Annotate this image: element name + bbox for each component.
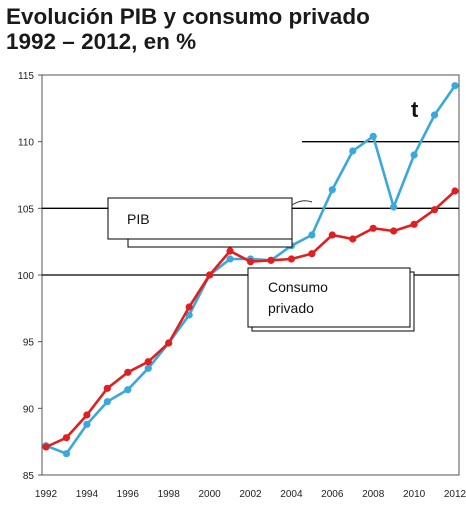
title-line-2: 1992 – 2012, en % bbox=[6, 29, 197, 54]
data-point-pib bbox=[451, 82, 459, 90]
data-point-consumo bbox=[328, 231, 336, 239]
x-tick-label: 2006 bbox=[321, 489, 344, 500]
data-point-consumo bbox=[62, 434, 71, 442]
data-point-consumo bbox=[42, 443, 50, 451]
data-point-pib bbox=[430, 111, 439, 119]
y-tick-label: 95 bbox=[23, 338, 35, 349]
y-axis-ticks: 85 90 95 100 105 110 115 bbox=[17, 71, 42, 482]
data-point-pib bbox=[62, 450, 71, 458]
data-point-consumo bbox=[124, 368, 132, 376]
x-tick-label: 2002 bbox=[239, 489, 262, 500]
data-point-pib bbox=[390, 203, 398, 211]
y-tick-label: 85 bbox=[23, 471, 35, 482]
x-tick-label: 2012 bbox=[444, 489, 466, 500]
data-point-pib bbox=[103, 398, 111, 406]
data-point-consumo bbox=[390, 227, 398, 235]
data-point-pib bbox=[124, 386, 132, 394]
data-point-consumo bbox=[206, 271, 214, 279]
data-point-pib bbox=[308, 231, 316, 239]
x-tick-label: 1998 bbox=[158, 489, 181, 500]
data-point-consumo bbox=[165, 339, 173, 347]
data-point-pib bbox=[144, 364, 152, 372]
data-point-consumo bbox=[185, 303, 193, 311]
data-point-consumo bbox=[410, 220, 418, 228]
data-point-consumo bbox=[430, 206, 439, 214]
x-tick-label: 1992 bbox=[35, 489, 58, 500]
y-tick-label: 105 bbox=[17, 204, 34, 215]
data-point-pib bbox=[83, 420, 91, 428]
data-point-consumo bbox=[103, 384, 111, 392]
y-tick-label: 90 bbox=[23, 404, 35, 415]
chart-title: Evolución PIB y consumo privado 1992 – 2… bbox=[6, 4, 462, 54]
consumo-label-line-2: privado bbox=[268, 300, 314, 316]
data-point-pib bbox=[369, 132, 377, 140]
x-axis-ticks: 1992 1994 1996 1998 2000 2002 2004 2006 2008 2010… bbox=[35, 489, 466, 500]
data-point-consumo bbox=[83, 411, 91, 419]
data-point-pib bbox=[328, 186, 336, 194]
y-tick-label: 100 bbox=[17, 271, 34, 282]
data-point-consumo bbox=[144, 358, 152, 366]
x-tick-label: 2008 bbox=[362, 489, 385, 500]
data-point-consumo bbox=[246, 258, 255, 266]
x-tick-label: 2010 bbox=[403, 489, 426, 500]
data-point-consumo bbox=[226, 247, 234, 255]
data-point-pib bbox=[226, 255, 234, 263]
data-point-consumo bbox=[287, 255, 295, 263]
title-line-1: Evolución PIB y consumo privado bbox=[6, 4, 370, 29]
data-point-consumo bbox=[349, 235, 357, 243]
x-tick-label: 2000 bbox=[198, 489, 221, 500]
y-tick-label: 110 bbox=[18, 138, 34, 149]
x-tick-label: 1994 bbox=[76, 489, 99, 500]
data-point-pib bbox=[410, 151, 418, 159]
data-point-consumo bbox=[451, 187, 459, 195]
data-point-pib bbox=[349, 147, 357, 155]
data-point-consumo bbox=[308, 250, 316, 258]
consumo-label-box: Consumo privado bbox=[247, 267, 415, 332]
corner-marker-label: t bbox=[411, 97, 419, 122]
y-tick-label: 115 bbox=[18, 71, 34, 82]
x-tick-label: 2004 bbox=[280, 489, 303, 500]
data-point-pib bbox=[185, 311, 193, 319]
pib-label: PIB bbox=[127, 211, 150, 227]
data-point-consumo bbox=[369, 224, 377, 232]
data-point-consumo bbox=[267, 256, 275, 264]
pib-label-box: PIB bbox=[107, 197, 313, 248]
x-tick-label: 1996 bbox=[117, 489, 140, 500]
consumo-label-line-1: Consumo bbox=[268, 279, 328, 295]
